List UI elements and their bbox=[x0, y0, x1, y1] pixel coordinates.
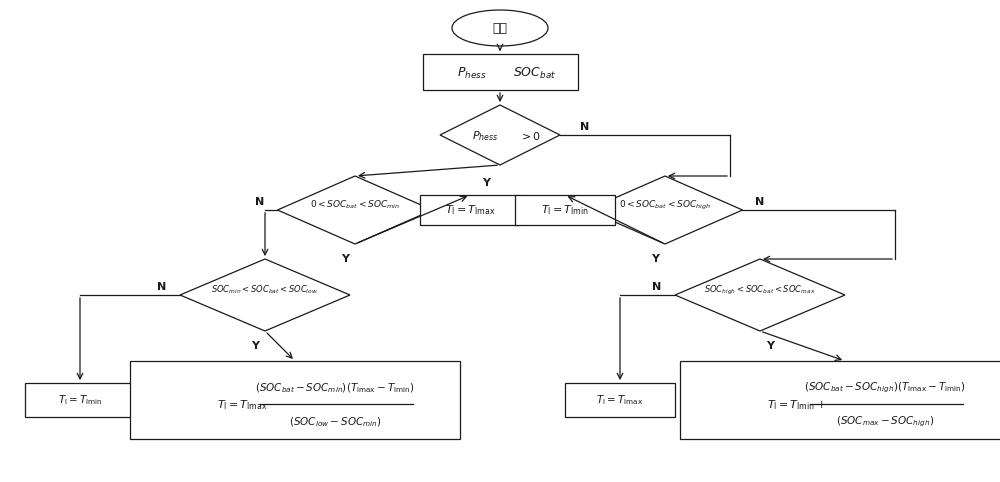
Text: $T_{\rm l} = T_{\rm lmin} +$: $T_{\rm l} = T_{\rm lmin} +$ bbox=[767, 398, 826, 412]
Bar bbox=[515, 195, 615, 225]
Text: $SOC_{high} < SOC_{bat} < SOC_{max}$: $SOC_{high} < SOC_{bat} < SOC_{max}$ bbox=[704, 283, 816, 296]
Bar bbox=[422, 54, 578, 90]
Bar bbox=[420, 195, 520, 225]
Polygon shape bbox=[675, 259, 845, 331]
Polygon shape bbox=[588, 176, 742, 244]
Text: $T_{\rm l} = T_{\rm lmax}$: $T_{\rm l} = T_{\rm lmax}$ bbox=[445, 203, 495, 217]
Text: $P_{hess}$: $P_{hess}$ bbox=[472, 129, 498, 143]
Bar bbox=[565, 383, 675, 417]
Text: $> 0$: $> 0$ bbox=[519, 130, 541, 142]
Text: N: N bbox=[255, 197, 265, 207]
Text: $P_{hess}$: $P_{hess}$ bbox=[457, 66, 487, 80]
Polygon shape bbox=[278, 176, 432, 244]
Text: $SOC_{min} < SOC_{bat} < SOC_{low}$: $SOC_{min} < SOC_{bat} < SOC_{low}$ bbox=[211, 284, 319, 296]
Text: $(SOC_{bat} - SOC_{high})(T_{\rm lmax} - T_{\rm lmin})$: $(SOC_{bat} - SOC_{high})(T_{\rm lmax} -… bbox=[804, 381, 966, 395]
Text: $(SOC_{max} - SOC_{high})$: $(SOC_{max} - SOC_{high})$ bbox=[836, 415, 934, 429]
Text: $T_{\rm l} = T_{\rm lmax} -$: $T_{\rm l} = T_{\rm lmax} -$ bbox=[217, 398, 278, 412]
Text: $0 < SOC_{bat} < SOC_{min}$: $0 < SOC_{bat} < SOC_{min}$ bbox=[310, 199, 400, 211]
Bar bbox=[25, 383, 135, 417]
Text: $SOC_{bat}$: $SOC_{bat}$ bbox=[513, 66, 557, 80]
Text: N: N bbox=[580, 122, 590, 132]
Text: Y: Y bbox=[251, 341, 259, 351]
Text: $0 < SOC_{bat} < SOC_{high}$: $0 < SOC_{bat} < SOC_{high}$ bbox=[619, 199, 711, 212]
Text: N: N bbox=[652, 282, 662, 292]
Text: $T_{\rm l} = T_{\rm lmax}$: $T_{\rm l} = T_{\rm lmax}$ bbox=[596, 393, 644, 407]
Polygon shape bbox=[440, 105, 560, 165]
Text: $(SOC_{bat} - SOC_{min})(T_{\rm lmax} - T_{\rm lmin})$: $(SOC_{bat} - SOC_{min})(T_{\rm lmax} - … bbox=[255, 381, 415, 395]
Text: $T_{\rm l} = T_{\rm lmin}$: $T_{\rm l} = T_{\rm lmin}$ bbox=[58, 393, 102, 407]
Polygon shape bbox=[180, 259, 350, 331]
Text: Y: Y bbox=[482, 178, 490, 188]
Text: Y: Y bbox=[766, 341, 774, 351]
Ellipse shape bbox=[452, 10, 548, 46]
Text: Y: Y bbox=[651, 254, 659, 264]
Text: Y: Y bbox=[341, 254, 349, 264]
Text: 开始: 开始 bbox=[492, 22, 508, 35]
Text: $T_{\rm l} = T_{\rm lmin}$: $T_{\rm l} = T_{\rm lmin}$ bbox=[541, 203, 589, 217]
Text: N: N bbox=[755, 197, 765, 207]
Bar bbox=[680, 361, 1000, 439]
Text: N: N bbox=[157, 282, 167, 292]
Bar bbox=[130, 361, 460, 439]
Text: $(SOC_{low} - SOC_{min})$: $(SOC_{low} - SOC_{min})$ bbox=[289, 415, 381, 429]
